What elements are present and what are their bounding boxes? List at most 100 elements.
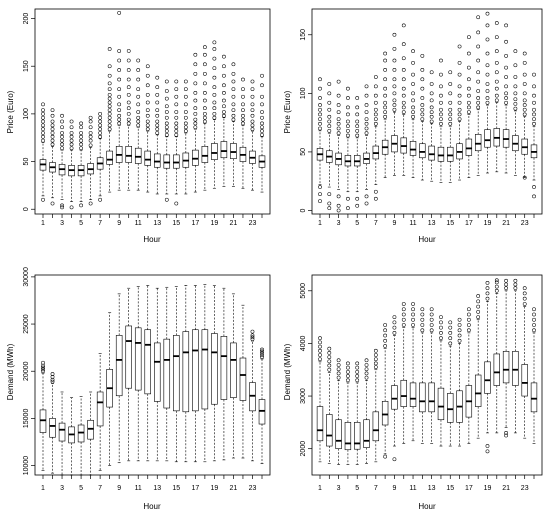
outlier-point <box>346 133 350 138</box>
outlier-point <box>476 30 481 35</box>
iqr-box <box>409 382 417 407</box>
outlier-point <box>155 127 160 132</box>
outlier-point <box>476 70 481 75</box>
outlier-point <box>193 62 198 67</box>
outlier-point <box>466 317 471 322</box>
outlier-point <box>336 358 341 363</box>
box-hour-8 <box>381 323 389 459</box>
outlier-point <box>327 82 332 86</box>
outlier-point <box>532 307 536 312</box>
outlier-point <box>212 112 217 116</box>
outlier-point <box>346 96 350 100</box>
iqr-box <box>437 387 445 421</box>
outlier-point <box>522 175 527 180</box>
outlier-point <box>466 86 471 91</box>
iqr-box <box>521 364 528 397</box>
outlier-point <box>411 317 415 322</box>
outlier-point <box>336 117 341 121</box>
outlier-point <box>202 71 207 76</box>
outlier-point <box>318 121 322 126</box>
iqr-box <box>484 361 491 394</box>
outlier-point <box>50 119 55 124</box>
outlier-point <box>494 288 499 293</box>
outlier-point <box>532 72 536 77</box>
outlier-point <box>429 91 434 96</box>
outlier-point <box>429 307 434 312</box>
outlier-point <box>401 105 406 110</box>
outlier-point <box>117 77 122 82</box>
outlier-point <box>392 58 397 63</box>
outlier-point <box>212 40 217 45</box>
iqr-box <box>419 382 426 413</box>
outlier-point <box>260 73 264 78</box>
outlier-point <box>448 336 453 341</box>
outlier-point <box>136 94 141 99</box>
x-tick-label: 1 <box>41 485 45 492</box>
outlier-point <box>336 131 341 136</box>
outlier-point <box>126 112 131 116</box>
outlier-point <box>41 102 45 107</box>
outlier-point <box>355 96 360 100</box>
box-hour-23 <box>249 79 256 191</box>
iqr-box <box>201 329 209 410</box>
outlier-point <box>174 121 179 126</box>
outlier-point <box>50 138 55 143</box>
outlier-point <box>457 61 462 65</box>
outlier-point <box>346 124 350 129</box>
outlier-point <box>513 286 518 291</box>
outlier-point <box>448 107 453 112</box>
outlier-point <box>485 296 490 301</box>
outlier-point <box>401 42 406 47</box>
outlier-point <box>457 93 462 98</box>
outlier-point <box>392 32 397 37</box>
outlier-point <box>79 146 83 151</box>
box-hour-20 <box>493 21 500 173</box>
box-hour-9 <box>115 293 123 464</box>
outlier-point <box>117 102 122 107</box>
outlier-point <box>476 309 481 314</box>
iqr-box <box>77 424 85 443</box>
outlier-point <box>250 335 255 340</box>
outlier-point <box>373 117 378 121</box>
outlier-point <box>494 278 499 283</box>
outlier-point <box>411 98 415 103</box>
outlier-point <box>448 325 453 330</box>
outlier-point <box>98 134 103 139</box>
outlier-point <box>457 333 462 338</box>
outlier-point <box>439 93 443 98</box>
outlier-point <box>346 206 350 211</box>
box-hour-15 <box>447 70 454 183</box>
outlier-point <box>439 331 443 335</box>
iqr-box <box>182 331 190 413</box>
y-axis-label: Price (Euro) <box>6 90 15 133</box>
outlier-point <box>193 117 198 122</box>
outlier-point <box>429 323 434 327</box>
outlier-point <box>145 113 150 118</box>
outlier-point <box>69 142 74 147</box>
outlier-point <box>494 21 499 25</box>
outlier-point <box>155 108 160 112</box>
outlier-point <box>383 344 388 348</box>
outlier-point <box>260 129 264 133</box>
y-tick-label: 0 <box>300 208 307 212</box>
outlier-point <box>457 100 462 105</box>
x-tick-label: 11 <box>409 220 416 227</box>
outlier-point <box>212 47 217 51</box>
outlier-point <box>336 79 341 84</box>
outlier-point <box>383 105 388 110</box>
outlier-point <box>60 146 64 151</box>
x-tick-label: 19 <box>484 485 492 492</box>
box-hour-19 <box>211 40 218 189</box>
outlier-point <box>364 126 369 131</box>
outlier-point <box>373 100 378 105</box>
iqr-box <box>39 409 47 433</box>
outlier-point <box>260 349 264 354</box>
outlier-point <box>485 82 490 86</box>
outlier-point <box>50 372 55 376</box>
box-hour-10 <box>125 49 132 191</box>
outlier-point <box>107 96 112 101</box>
outlier-point <box>327 119 332 124</box>
box-hour-12 <box>144 64 151 193</box>
outlier-point <box>145 92 150 97</box>
